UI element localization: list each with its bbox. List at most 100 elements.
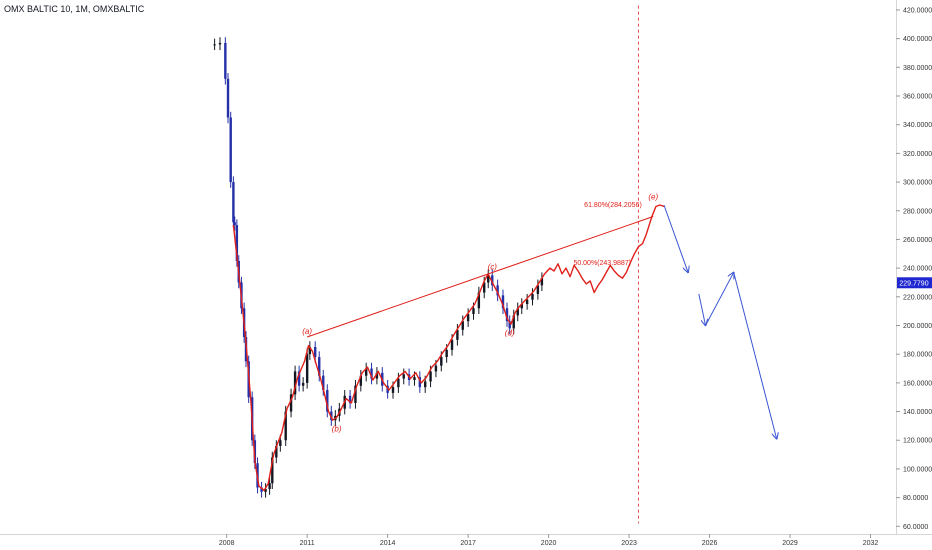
candle-body xyxy=(496,285,499,296)
wave-labels: (a) (b) (c) (d) (e) xyxy=(302,192,658,433)
candle-body xyxy=(293,371,297,395)
candle-body xyxy=(224,42,227,79)
candle-body xyxy=(477,292,481,309)
candle-body xyxy=(450,339,454,350)
y-tick-label: 400.0000 xyxy=(903,36,932,43)
x-tick-label: 2017 xyxy=(460,540,476,547)
candle-body xyxy=(314,347,317,358)
candle-body xyxy=(512,315,515,329)
y-tick-label: 320.0000 xyxy=(903,151,932,158)
projection-segment xyxy=(663,204,688,272)
x-tick-label: 2014 xyxy=(380,540,396,547)
x-tick-label: 2026 xyxy=(702,540,718,547)
y-tick-label: 360.0000 xyxy=(903,94,932,101)
x-tick-label: 2032 xyxy=(863,540,879,547)
candle-body xyxy=(268,483,271,490)
candle-body xyxy=(402,374,405,379)
wave-label: (d) xyxy=(505,329,515,338)
current-price-label: 229.7790 xyxy=(899,280,928,287)
candle-body xyxy=(429,371,432,382)
wave-label: (b) xyxy=(332,425,342,434)
candle-body xyxy=(232,182,235,223)
y-tick-label: 80.0000 xyxy=(903,495,928,502)
candle-body xyxy=(318,357,321,376)
x-tick-label: 2008 xyxy=(219,540,235,547)
projection-segment xyxy=(705,272,734,326)
candle-body xyxy=(375,372,379,379)
candle-body xyxy=(520,303,523,309)
candle-body xyxy=(359,375,363,386)
projection-segment xyxy=(733,272,777,438)
candle-body xyxy=(483,282,486,293)
candle-body xyxy=(213,44,216,46)
candle-body xyxy=(413,377,416,381)
candle-body xyxy=(260,487,263,492)
chart-title: OMX BALTIC 10, 1M, OMXBALTIC xyxy=(4,4,145,14)
candle-body xyxy=(531,293,534,300)
candle-body xyxy=(508,321,511,329)
projection-segment xyxy=(698,293,706,326)
y-tick-label: 300.0000 xyxy=(903,180,932,187)
current-price-badge-bg xyxy=(897,277,932,289)
wave-label: (c) xyxy=(488,263,498,272)
candle-body xyxy=(308,347,312,355)
trendline xyxy=(306,216,654,338)
y-tick-label: 380.0000 xyxy=(903,65,932,72)
x-tick-label: 2011 xyxy=(300,540,315,547)
y-tick-label: 140.0000 xyxy=(903,409,932,416)
y-tick-label: 200.0000 xyxy=(903,323,932,330)
candle-body xyxy=(397,378,400,388)
y-tick-label: 60.0000 xyxy=(903,524,928,531)
fib-levels: 61.80%(284.2056) 50.00%(243.9887) xyxy=(573,202,641,267)
current-price-badge[interactable]: 229.7790 xyxy=(897,277,932,289)
fib-level-label: 61.80%(284.2056) xyxy=(584,202,642,209)
price-line-series xyxy=(232,204,665,492)
candle-body xyxy=(235,225,239,261)
candle-body xyxy=(364,368,368,376)
candle-body xyxy=(525,299,529,304)
candle-body xyxy=(348,395,352,403)
y-tick-label: 220.0000 xyxy=(903,294,932,301)
candle-body xyxy=(536,285,540,294)
candle-body xyxy=(540,278,544,286)
y-tick-label: 240.0000 xyxy=(903,266,932,273)
candle-body xyxy=(218,42,222,45)
candle-body xyxy=(226,78,230,118)
y-tick-label: 180.0000 xyxy=(903,352,932,359)
candle-body xyxy=(233,222,236,226)
y-tick-label: 160.0000 xyxy=(903,380,932,387)
y-axis-ticks: 60.0000 80.0000 100.0000 120.0000 140.0000 16… xyxy=(896,7,932,531)
candle-body xyxy=(491,275,494,286)
wave-label: (a) xyxy=(302,327,312,336)
candle-body xyxy=(434,365,438,372)
candle-body xyxy=(271,457,274,484)
y-tick-label: 260.0000 xyxy=(903,237,932,244)
candle-body xyxy=(279,440,282,446)
candle-body xyxy=(229,117,232,183)
y-tick-label: 100.0000 xyxy=(903,466,932,473)
candle-body xyxy=(264,489,267,492)
candle-body xyxy=(423,381,427,388)
y-tick-label: 340.0000 xyxy=(903,122,932,129)
candle-body xyxy=(487,275,490,283)
candle-body xyxy=(445,349,448,358)
candle-body xyxy=(305,354,309,383)
candle-body xyxy=(391,387,395,393)
candle-body xyxy=(354,385,357,403)
fib-level-label: 50.00%(243.9887) xyxy=(573,260,631,267)
candle-body xyxy=(440,357,443,366)
candle-body xyxy=(289,394,293,412)
candle-body xyxy=(297,371,301,386)
candle-body xyxy=(505,308,509,322)
wave-label: (e) xyxy=(648,192,658,201)
candle-body xyxy=(516,308,519,316)
projection-series xyxy=(663,204,777,439)
candle-body xyxy=(370,368,373,379)
candle-body xyxy=(326,390,329,412)
y-tick-label: 280.0000 xyxy=(903,208,932,215)
candle-body xyxy=(275,445,278,458)
candle-body xyxy=(472,308,475,315)
candle-body xyxy=(461,321,464,330)
y-tick-label: 120.0000 xyxy=(903,438,932,445)
